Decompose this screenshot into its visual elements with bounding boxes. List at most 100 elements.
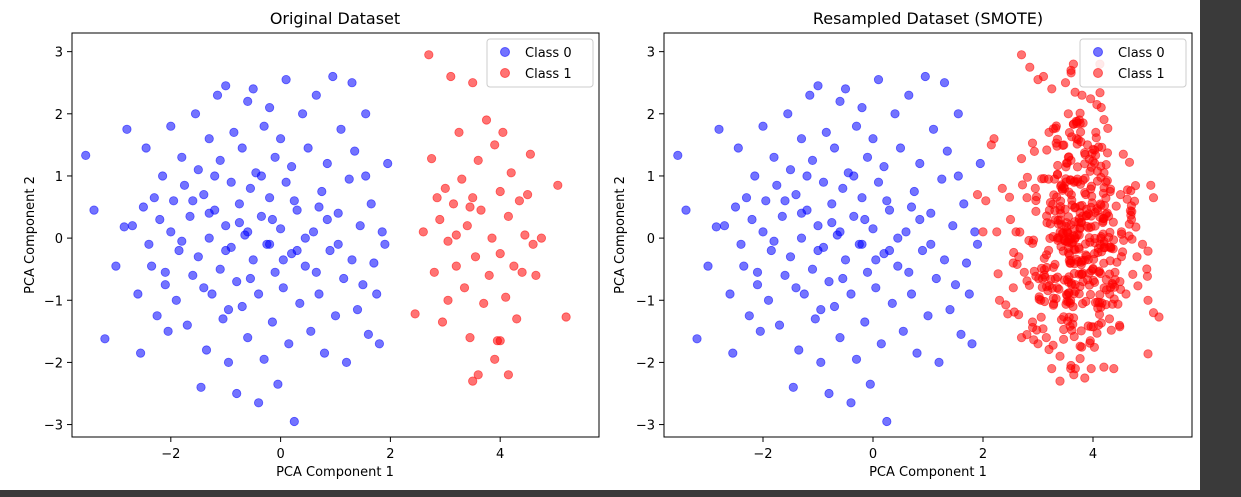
scatter-point <box>267 214 277 225</box>
scatter-point <box>122 124 132 134</box>
scatter-point <box>871 255 881 265</box>
scatter-point <box>950 280 961 290</box>
scatter-point <box>857 193 867 203</box>
scatter-point <box>1048 262 1059 272</box>
scatter-point <box>311 90 321 100</box>
scatter-point <box>503 211 513 221</box>
scatter-point <box>917 245 928 256</box>
scatter-point <box>838 183 848 193</box>
scatter-point <box>451 230 461 240</box>
scatter-point <box>829 143 840 153</box>
scatter-point <box>1148 193 1159 203</box>
scatter-point <box>1148 308 1159 318</box>
scatter-point <box>744 311 754 321</box>
scatter-point <box>862 152 873 162</box>
scatter-point <box>204 233 214 243</box>
scatter-point <box>1122 185 1133 195</box>
figure: Original Dataset −2 0 2 4 −3 −2 −1 0 1 2 3 PCA Co… <box>0 0 1200 490</box>
scatter-point <box>237 143 247 153</box>
scatter-point <box>1094 309 1105 319</box>
scatter-point <box>882 416 892 427</box>
scatter-point <box>160 267 170 277</box>
scatter-point <box>350 146 360 156</box>
scatter-point <box>997 183 1007 193</box>
scatter-point <box>314 289 324 299</box>
scatter-point <box>468 376 478 386</box>
scatter-point <box>887 298 897 308</box>
scatter-point <box>459 283 470 293</box>
scatter-point <box>166 121 176 131</box>
scatter-point <box>536 233 547 243</box>
y-tick-label: 2 <box>55 108 63 123</box>
scatter-point <box>1022 193 1032 203</box>
scatter-point <box>221 221 231 231</box>
scatter-point <box>1070 87 1080 97</box>
scatter-point <box>201 345 212 355</box>
scatter-point <box>468 193 478 203</box>
scatter-point <box>144 239 154 249</box>
scatter-point <box>1009 247 1019 258</box>
y-tick-label: 3 <box>55 46 63 61</box>
scatter-point <box>939 255 950 265</box>
y-axis-ticks: −3 −2 −1 0 1 2 3 <box>44 46 72 434</box>
scatter-point <box>410 309 420 319</box>
scatter-point <box>714 124 724 134</box>
scatter-point <box>1039 253 1049 263</box>
scatter-point <box>380 239 390 249</box>
scatter-point <box>1142 271 1153 281</box>
scatter-point <box>1031 206 1041 216</box>
scatter-point <box>437 317 448 327</box>
scatter-point <box>972 239 983 249</box>
y-tick-label: −2 <box>636 356 655 371</box>
scatter-point <box>970 227 980 237</box>
scatter-point <box>865 379 875 389</box>
scatter-point <box>904 90 914 100</box>
scatter-point <box>846 289 856 299</box>
scatter-point <box>959 199 969 209</box>
scatter-point <box>306 326 316 336</box>
scatter-point <box>1025 62 1035 72</box>
scatter-point <box>256 171 266 181</box>
scatter-point <box>791 283 801 293</box>
scatter-point <box>188 196 198 206</box>
scatter-point <box>799 289 809 299</box>
scatter-point <box>1115 190 1126 200</box>
scatter-point <box>1124 231 1134 241</box>
scatter-point <box>506 168 516 178</box>
y-tick-label: 0 <box>55 232 63 247</box>
scatter-point <box>454 127 464 137</box>
scatter-point <box>1091 133 1101 143</box>
chart-title: Original Dataset <box>270 9 400 28</box>
scatter-point <box>344 174 354 184</box>
scatter-point <box>207 289 217 299</box>
legend-marker <box>500 68 510 78</box>
y-axis-label: PCA Component 2 <box>23 176 38 294</box>
scatter-point <box>525 149 536 159</box>
scatter-point <box>259 354 269 364</box>
scatter-point <box>964 289 974 299</box>
scatter-point <box>341 357 352 367</box>
scatter-point <box>264 239 275 249</box>
scatter-point <box>769 236 779 246</box>
scatter-point <box>1070 280 1080 290</box>
scatter-point <box>904 267 914 277</box>
scatter-point <box>503 370 513 380</box>
scatter-point <box>171 295 181 305</box>
scatter-point <box>245 183 255 193</box>
scatter-point <box>1078 175 1088 185</box>
y-tick-label: −2 <box>44 356 63 371</box>
scatter-point <box>234 218 244 228</box>
scatter-point <box>895 143 906 153</box>
scatter-point <box>1077 342 1087 352</box>
scatter-point <box>509 261 519 271</box>
scatter-point <box>1059 140 1069 150</box>
scatter-point <box>1143 349 1153 359</box>
scatter-point <box>807 264 818 274</box>
scatter-point <box>1118 247 1128 257</box>
scatter-point <box>424 50 434 60</box>
scatter-point <box>169 196 179 206</box>
scatter-point <box>785 252 796 262</box>
scatter-point <box>514 196 525 206</box>
legend: Class 0 Class 1 <box>486 38 594 88</box>
scatter-point <box>1094 266 1105 276</box>
